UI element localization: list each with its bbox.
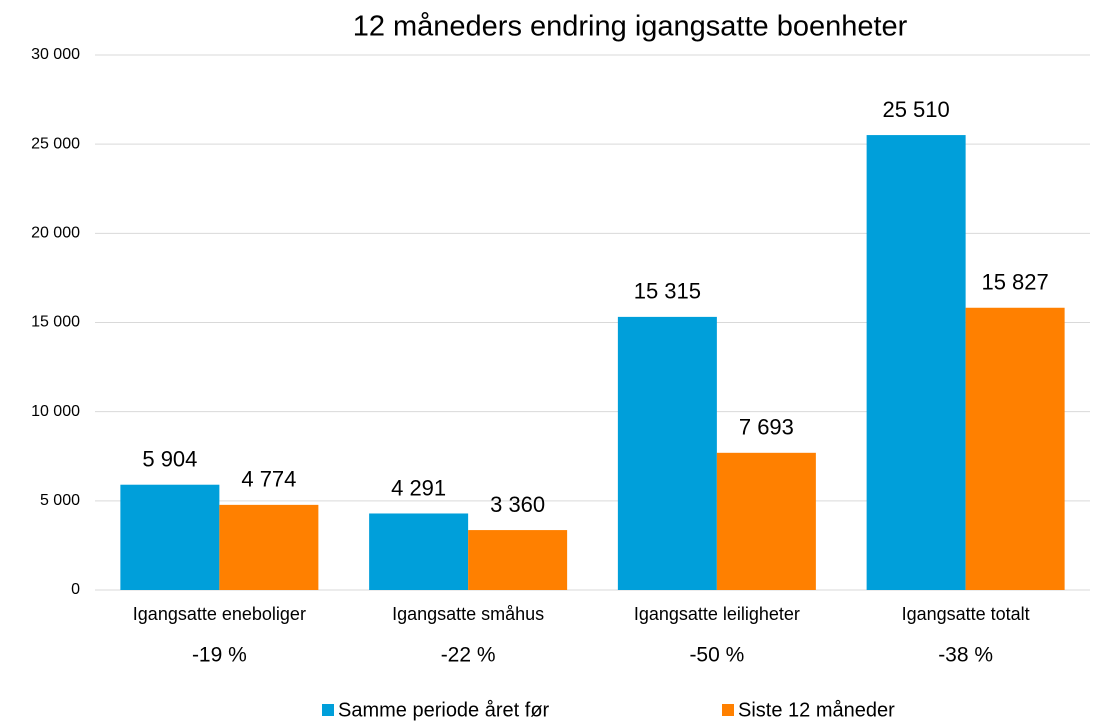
bar <box>617 316 717 590</box>
x-tick-label: Igangsatte leiligheter <box>634 604 800 624</box>
data-label: 4 291 <box>391 475 446 500</box>
bar <box>716 452 816 590</box>
y-tick-label: 0 <box>71 581 80 598</box>
chart-title: 12 måneders endring igangsatte boenheter <box>353 11 908 43</box>
bar <box>369 513 469 590</box>
annotation: -50 % <box>689 644 744 667</box>
x-tick-label: Igangsatte totalt <box>902 604 1030 624</box>
y-tick-label: 30 000 <box>31 46 80 63</box>
y-tick-label: 15 000 <box>31 314 80 331</box>
y-tick-label: 25 000 <box>31 135 80 152</box>
legend-swatch <box>322 704 334 716</box>
data-label: 3 360 <box>490 492 545 517</box>
bar <box>468 530 568 590</box>
bar <box>219 504 319 590</box>
bar <box>866 135 966 591</box>
data-label: 4 774 <box>241 467 296 492</box>
x-tick-label: Igangsatte eneboliger <box>133 604 306 624</box>
legend-label: Siste 12 måneder <box>738 699 895 721</box>
y-tick-label: 5 000 <box>40 492 80 509</box>
annotation: -19 % <box>192 644 247 667</box>
y-tick-label: 10 000 <box>31 403 80 420</box>
y-tick-label: 20 000 <box>31 225 80 242</box>
data-label: 5 904 <box>142 447 197 472</box>
data-label: 15 315 <box>634 279 701 304</box>
x-tick-label: Igangsatte småhus <box>392 604 544 624</box>
legend-swatch <box>722 704 734 716</box>
annotation: -22 % <box>441 644 496 667</box>
bar <box>965 307 1065 590</box>
data-label: 7 693 <box>739 415 794 440</box>
legend-label: Samme periode året før <box>338 699 550 721</box>
bar <box>120 484 220 590</box>
data-label: 15 827 <box>981 270 1048 295</box>
annotation: -38 % <box>938 644 993 667</box>
data-label: 25 510 <box>882 97 949 122</box>
